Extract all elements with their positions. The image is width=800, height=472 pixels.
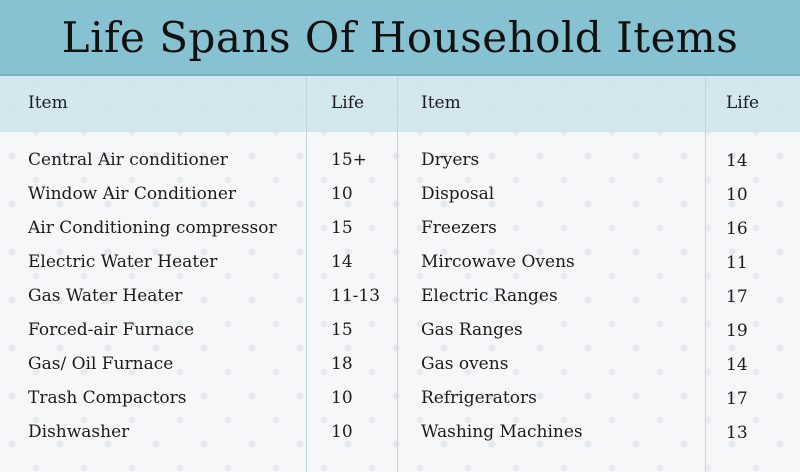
table-header-row <box>0 76 800 132</box>
table-cell-item: Gas Ranges <box>421 320 523 340</box>
table-cell-life: 14 <box>726 355 748 375</box>
table-cell-life: 11-13 <box>331 286 381 306</box>
table-cell-life: 14 <box>331 252 353 272</box>
table-cell-item: Dryers <box>421 150 480 170</box>
table-cell-item: Dishwasher <box>28 422 130 442</box>
column-divider <box>397 76 398 472</box>
table-cell-item: Forced-air Furnace <box>28 320 195 340</box>
table-cell-item: Refrigerators <box>421 388 537 408</box>
table-cell-life: 10 <box>331 422 353 442</box>
page-title: Life Spans Of Household Items <box>61 12 739 62</box>
table-cell-item: Electric Ranges <box>421 286 558 306</box>
table-cell-life: 15 <box>331 320 353 340</box>
table-cell-life: 10 <box>331 184 353 204</box>
table-cell-item: Mircowave Ovens <box>421 252 575 272</box>
table-cell-life: 15 <box>331 218 353 238</box>
table-cell-life: 18 <box>331 354 353 374</box>
table-cell-life: 11 <box>726 253 748 273</box>
table-cell-item: Gas ovens <box>421 354 509 374</box>
header-life-right: Life <box>726 93 760 113</box>
table-cell-item: Electric Water Heater <box>28 252 218 272</box>
header-life-left: Life <box>331 93 365 113</box>
table-cell-life: 15+ <box>331 150 367 170</box>
table-cell-life: 10 <box>331 388 353 408</box>
table-cell-life: 13 <box>726 423 748 443</box>
table-cell-item: Central Air conditioner <box>28 150 228 170</box>
header-item-right: Item <box>421 93 461 113</box>
table-cell-life: 17 <box>726 389 748 409</box>
table-cell-life: 14 <box>726 151 748 171</box>
table-cell-item: Air Conditioning compressor <box>28 218 277 238</box>
table-cell-life: 17 <box>726 287 748 307</box>
title-bar: Life Spans Of Household Items <box>0 0 800 76</box>
table-cell-item: Gas/ Oil Furnace <box>28 354 174 374</box>
table-cell-item: Freezers <box>421 218 497 238</box>
table-cell-item: Trash Compactors <box>28 388 187 408</box>
table-cell-item: Disposal <box>421 184 495 204</box>
table-cell-item: Washing Machines <box>421 422 583 442</box>
table-cell-item: Window Air Conditioner <box>28 184 237 204</box>
table-cell-life: 16 <box>726 219 748 239</box>
column-divider <box>705 76 706 472</box>
table-cell-life: 10 <box>726 185 748 205</box>
table-cell-life: 19 <box>726 321 748 341</box>
column-divider <box>306 76 307 472</box>
header-item-left: Item <box>28 93 68 113</box>
table-cell-item: Gas Water Heater <box>28 286 183 306</box>
